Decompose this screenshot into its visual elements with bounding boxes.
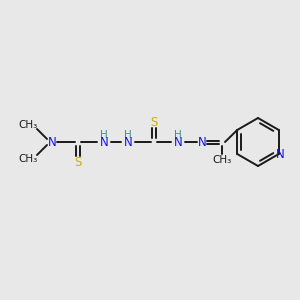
- Text: H: H: [124, 130, 132, 140]
- Text: N: N: [275, 148, 284, 160]
- Text: N: N: [174, 136, 182, 148]
- Text: S: S: [74, 155, 82, 169]
- Text: CH₃: CH₃: [18, 120, 38, 130]
- Text: S: S: [150, 116, 158, 128]
- Text: H: H: [100, 130, 108, 140]
- Text: CH₃: CH₃: [212, 155, 232, 165]
- Text: N: N: [48, 136, 56, 148]
- Text: CH₃: CH₃: [18, 154, 38, 164]
- Text: N: N: [198, 136, 206, 148]
- Text: N: N: [124, 136, 132, 148]
- Text: N: N: [100, 136, 108, 148]
- Text: H: H: [174, 130, 182, 140]
